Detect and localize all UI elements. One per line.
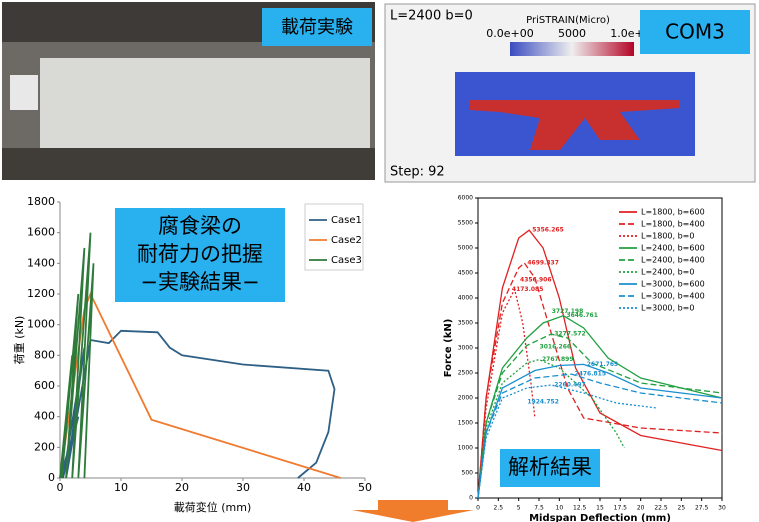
y-tick-label: 1400 [27,256,55,269]
x-tick-label: 40 [297,481,311,494]
sim-label: COM3 [665,20,725,44]
legend-label: L=1800, b=400 [641,220,705,229]
annotation: 5356.265 [532,227,564,234]
colorbar-tick: 5000 [558,27,586,40]
annotation: 4699.337 [527,260,559,267]
x-tick-label: 17.5 [614,505,628,512]
x-tick-label: 15 [596,505,604,512]
annotation: 2476.815 [575,371,607,378]
callout-text: 解析結果 [508,455,592,479]
sim-header: L=2400 b=0 [390,9,473,24]
y-tick-label: 600 [34,379,55,392]
y-tick-label: 4000 [458,295,473,302]
x-tick-label: 50 [358,481,372,494]
legend-label: Case1 [331,215,362,226]
x-tick-label: 30 [718,505,726,512]
legend-label: L=1800, b=0 [641,232,694,241]
x-tick-label: 20 [637,505,645,512]
callout-text: 腐食梁の [158,214,242,238]
y-axis-label: Force (kN) [443,319,454,378]
colorbar-title: PriSTRAIN(Micro) [526,15,610,26]
callout-text: −実験結果− [140,270,259,294]
legend-label: L=3000, b=0 [641,304,694,313]
legend-label: L=2400, b=400 [641,256,705,265]
x-tick-label: 25 [678,505,686,512]
beam [40,58,370,148]
x-tick-label: 22.5 [654,505,668,512]
callout-text: 耐荷力の把握 [137,242,263,266]
legend-label: L=3000, b=400 [641,292,705,301]
x-axis-label: 載荷変位 (mm) [174,500,252,514]
annotation: 4356.906 [520,277,552,284]
legend-label: Case3 [331,255,362,266]
y-tick-label: 1500 [458,420,473,427]
y-tick-label: 200 [34,440,55,453]
y-tick-label: 6000 [458,195,473,202]
annotation: 3016.266 [540,344,572,351]
annotation: 2671.769 [587,361,619,368]
colorbar-tick: 0.0e+00 [486,27,533,40]
y-tick-label: 1200 [27,287,55,300]
x-tick-label: 0 [57,481,64,494]
legend-label: L=3000, b=600 [641,280,705,289]
x-tick-label: 10 [556,505,564,512]
y-tick-label: 5000 [458,245,473,252]
legend-label: L=2400, b=600 [641,244,705,253]
y-tick-label: 400 [34,410,55,423]
y-tick-label: 800 [34,348,55,361]
legend-label: L=2400, b=0 [641,268,694,277]
slide: 載荷実験 L=2400 b=0 PriSTRAIN(Micro) 0.0e+00… [0,0,759,522]
x-tick-label: 27.5 [695,505,709,512]
x-tick-label: 0 [476,505,480,512]
y-tick-label: 3000 [458,345,473,352]
sim-step: Step: 92 [390,165,445,180]
x-axis-label: Midspan Deflection (mm) [529,513,671,522]
y-tick-label: 4500 [458,270,473,277]
y-tick-label: 500 [462,470,474,477]
floor [2,148,375,180]
x-tick-label: 20 [175,481,189,494]
x-tick-label: 30 [236,481,250,494]
y-tick-label: 2000 [458,395,473,402]
y-tick-label: 5500 [458,220,473,227]
colorbar [510,42,634,56]
x-tick-label: 10 [114,481,128,494]
arrow [352,500,474,522]
monitor [10,75,38,110]
y-tick-label: 1600 [27,226,55,239]
y-tick-label: 1000 [458,445,473,452]
y-tick-label: 0 [469,495,473,502]
annotation: 3646.761 [566,312,598,319]
legend-label: L=1800, b=600 [641,208,705,217]
y-axis-label: 荷重 (kN) [12,316,26,365]
annotation: 3277.572 [554,331,586,338]
photo-label: 載荷実験 [281,17,353,38]
x-tick-label: 5 [517,505,521,512]
x-tick-label: 12.5 [573,505,587,512]
y-tick-label: 2500 [458,370,473,377]
annotation: 4173.085 [512,286,544,293]
legend-label: Case2 [331,235,362,246]
y-tick-label: 1800 [27,195,55,208]
annotation: 2767.899 [542,356,574,363]
x-tick-label: 2.5 [494,505,504,512]
x-tick-label: 7.5 [534,505,544,512]
annotation: 2260.497 [554,381,586,388]
y-tick-label: 1000 [27,318,55,331]
annotation: 1924.752 [527,398,559,405]
y-tick-label: 3500 [458,320,473,327]
y-tick-label: 0 [48,471,55,484]
